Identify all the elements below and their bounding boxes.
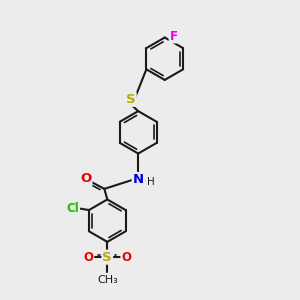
- Text: H: H: [147, 177, 154, 187]
- Text: O: O: [80, 172, 92, 185]
- Text: S: S: [126, 93, 136, 106]
- Text: O: O: [83, 251, 93, 264]
- Text: N: N: [133, 173, 144, 186]
- Text: O: O: [122, 251, 131, 264]
- Text: Cl: Cl: [66, 202, 79, 215]
- Text: S: S: [103, 251, 112, 264]
- Text: F: F: [169, 29, 178, 43]
- Text: CH₃: CH₃: [97, 275, 118, 285]
